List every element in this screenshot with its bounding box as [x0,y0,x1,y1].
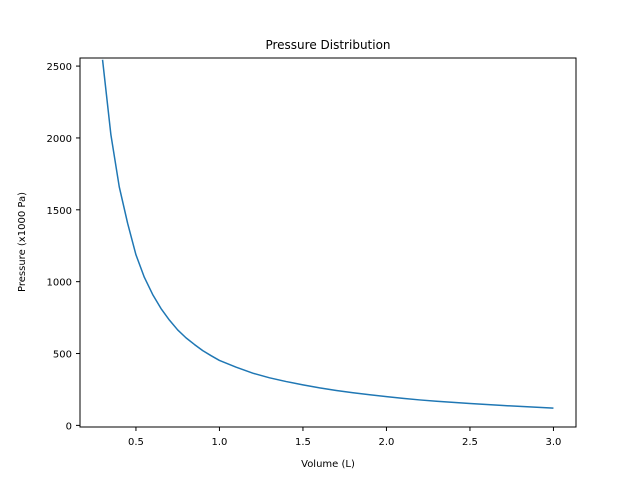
plot-frame [79,57,577,428]
x-tick-label: 1.0 [211,437,227,448]
y-tick-label: 1000 [47,278,72,289]
x-tick-label: 3.0 [546,437,562,448]
x-tick-label: 1.5 [295,437,311,448]
y-tick-label: 0 [66,421,72,432]
y-tick-label: 2000 [47,134,72,145]
y-axis-label: Pressure (x1000 Pa) [17,192,28,292]
x-axis-label: Volume (L) [301,459,355,470]
y-tick-label: 500 [53,350,72,361]
series-layer [101,59,554,409]
y-tick-label: 1500 [47,206,72,217]
x-tick-label: 0.5 [128,437,144,448]
x-tick-label: 2.0 [378,437,394,448]
y-axis-ticks: 0 500 1000 1500 2000 2500 [47,62,80,432]
series-line [101,59,554,409]
x-axis-ticks: 0.5 1.0 1.5 2.0 2.5 3.0 [128,427,561,448]
chart-title: Pressure Distribution [265,38,390,52]
y-tick-label: 2500 [47,62,72,73]
x-tick-label: 2.5 [462,437,478,448]
